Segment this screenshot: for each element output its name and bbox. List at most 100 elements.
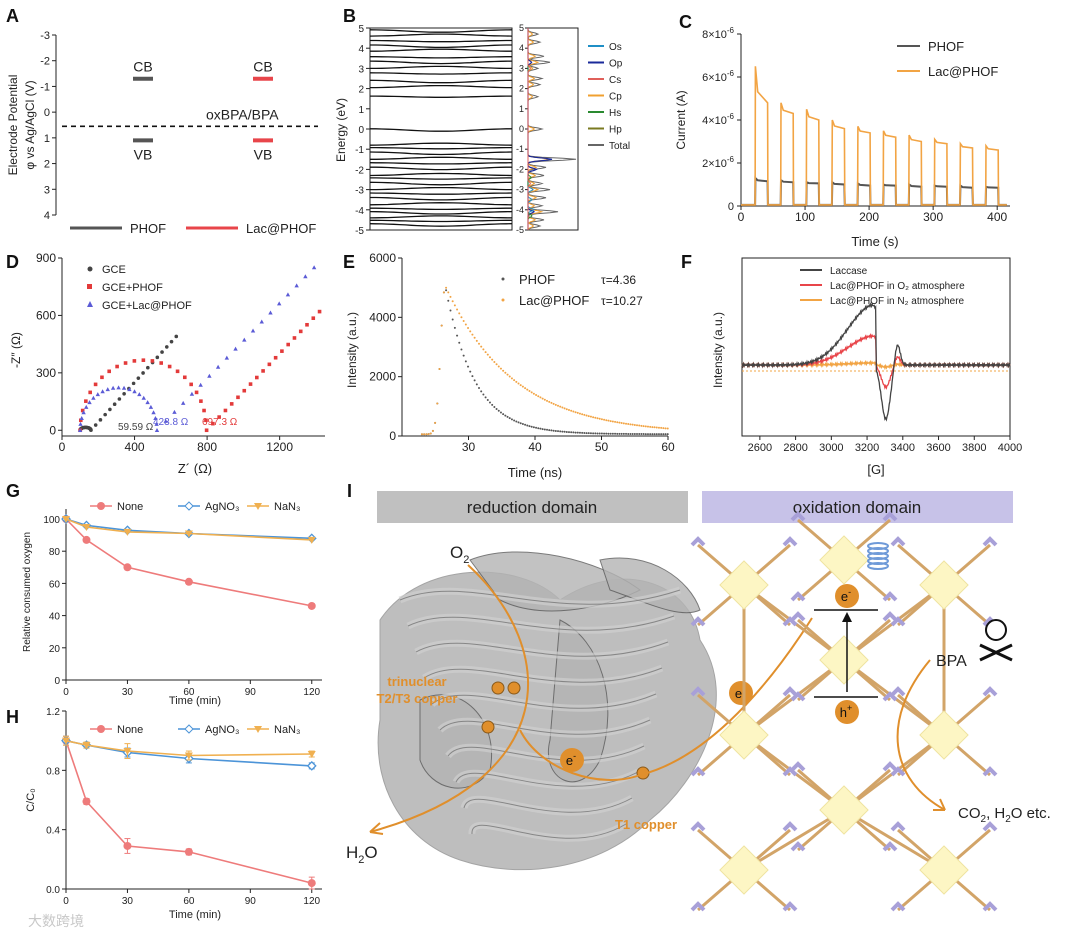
- decay-point-lac-phof: [585, 414, 588, 417]
- band-line: [370, 219, 512, 223]
- dos-legend-label: Cp: [609, 92, 622, 103]
- decay-point-lac-phof: [440, 324, 443, 327]
- protein-strand-edge: [439, 719, 651, 735]
- nyquist-point-gce-lac-phof: [79, 415, 84, 420]
- nyquist-point-gce: [117, 397, 122, 401]
- decay-point-phof: [633, 433, 636, 436]
- panel-c-x-tick-label: 0: [738, 210, 745, 224]
- nyquist-point-gce-lac-phof: [121, 385, 127, 390]
- decay-point-phof: [460, 348, 463, 351]
- legend-marker: [97, 502, 105, 510]
- cof-cap: [790, 511, 806, 522]
- decay-point-phof: [620, 432, 623, 435]
- nyquist-point-gce-lac-phof: [148, 404, 154, 409]
- vb-label: VB: [254, 146, 273, 162]
- nyquist-point-gce-lac-phof: [163, 418, 168, 423]
- decay-point-phof: [453, 326, 456, 329]
- decay-point-lac-phof: [598, 417, 601, 420]
- decay-point-lac-phof: [596, 417, 599, 420]
- decay-point-phof: [462, 354, 465, 357]
- decay-point-phof: [655, 433, 658, 436]
- decay-point-lac-phof: [578, 412, 581, 415]
- cof-node: [719, 710, 769, 760]
- protein-strand-edge: [455, 771, 639, 787]
- panel-h-y-tick-label: 0.8: [46, 766, 60, 777]
- dos-tick-label: 5: [519, 23, 524, 33]
- decay-point-lac-phof: [572, 410, 575, 413]
- panel-c-y-tick-label: 2×10-6: [702, 155, 734, 170]
- panel-label-c: C: [679, 12, 692, 32]
- panel-d-y-tick-label: 900: [36, 251, 56, 265]
- panel-b-y-tick-label: -2: [355, 165, 364, 176]
- band-line: [369, 79, 513, 84]
- point-none: [184, 577, 193, 586]
- nyquist-point-gce-phof: [78, 418, 83, 423]
- protein-strand-edge: [471, 823, 627, 839]
- cof-cap: [790, 761, 806, 772]
- nyquist-point-gce-phof: [242, 388, 247, 393]
- decay-point-lac-phof: [469, 330, 472, 333]
- decay-point-phof: [543, 428, 546, 431]
- cof-cap: [690, 821, 706, 832]
- point-none: [307, 601, 316, 610]
- copper-atom: [491, 681, 505, 695]
- panel-a-ylabel-2: φ vs Ag/AgCl (V): [23, 80, 37, 169]
- nyquist-point-gce-lac-phof: [172, 409, 177, 414]
- decay-point-lac-phof: [528, 390, 531, 393]
- legend-label: GCE+Lac@PHOF: [102, 300, 192, 312]
- dos-tick-label: -4: [516, 205, 524, 215]
- decay-point-phof: [488, 401, 491, 404]
- panel-f-xlabel: [G]: [867, 462, 884, 477]
- decay-point-phof: [559, 430, 562, 433]
- cof-cap: [882, 841, 898, 852]
- decay-point-lac-phof: [561, 406, 564, 409]
- nyquist-point-gce-lac-phof: [198, 382, 203, 387]
- nyquist-point-gce-lac-phof: [141, 395, 146, 400]
- nyquist-point-gce-phof: [84, 399, 88, 403]
- decay-point-lac-phof: [559, 405, 562, 408]
- decay-point-lac-phof: [462, 319, 465, 322]
- panel-a-y-tick-label: -1: [40, 81, 50, 93]
- decay-point-phof: [515, 420, 518, 423]
- legend-marker: [184, 724, 194, 734]
- decay-point-lac-phof: [653, 426, 656, 429]
- decay-point-phof: [640, 433, 643, 436]
- decay-point-lac-phof: [451, 300, 454, 303]
- decay-point-phof: [565, 430, 568, 433]
- panel-h-x-tick-label: 0: [63, 896, 69, 907]
- decay-point-lac-phof: [467, 327, 470, 330]
- electron-internal-label: e-: [566, 751, 576, 768]
- decay-point-lac-phof: [603, 418, 606, 421]
- decay-point-lac-phof: [447, 291, 450, 294]
- legend-label: None: [117, 501, 143, 513]
- panel-e-ylabel: Intensity (a.u.): [345, 312, 359, 388]
- legend-label-lac-phof: Lac@PHOF: [519, 293, 589, 308]
- band-line: [370, 186, 512, 191]
- nyquist-point-gce-lac-phof: [311, 265, 317, 270]
- band-line: [369, 142, 513, 146]
- point-nan3: [62, 516, 70, 523]
- panel-c-y-tick-label: 0: [728, 201, 734, 213]
- nyquist-point-gce-lac-phof: [84, 404, 89, 409]
- decay-point-phof: [660, 433, 663, 436]
- decay-point-lac-phof: [480, 345, 483, 348]
- decay-point-phof: [592, 432, 595, 435]
- panel-f-x-tick-label: 2800: [783, 442, 807, 454]
- decay-point-phof: [585, 432, 588, 435]
- nyquist-point-gce-phof: [236, 395, 240, 400]
- nyquist-point-gce-phof: [248, 382, 253, 386]
- oxidation-domain-title: oxidation domain: [793, 498, 922, 517]
- nyquist-point-gce-lac-phof: [137, 392, 142, 397]
- decay-point-phof: [546, 428, 549, 431]
- panel-g-x-tick-label: 120: [303, 687, 320, 698]
- nyquist-point-gce-phof: [204, 428, 209, 433]
- cof-cap: [782, 901, 798, 912]
- panel-e-y-tick-label: 6000: [369, 251, 396, 265]
- decay-point-phof: [638, 433, 641, 436]
- decay-point-lac-phof: [642, 425, 645, 428]
- cof-cap: [790, 691, 806, 702]
- protein-strand-edge: [423, 667, 663, 683]
- decay-point-phof: [642, 433, 645, 436]
- cof-node: [819, 535, 869, 585]
- decay-point-phof: [449, 309, 452, 312]
